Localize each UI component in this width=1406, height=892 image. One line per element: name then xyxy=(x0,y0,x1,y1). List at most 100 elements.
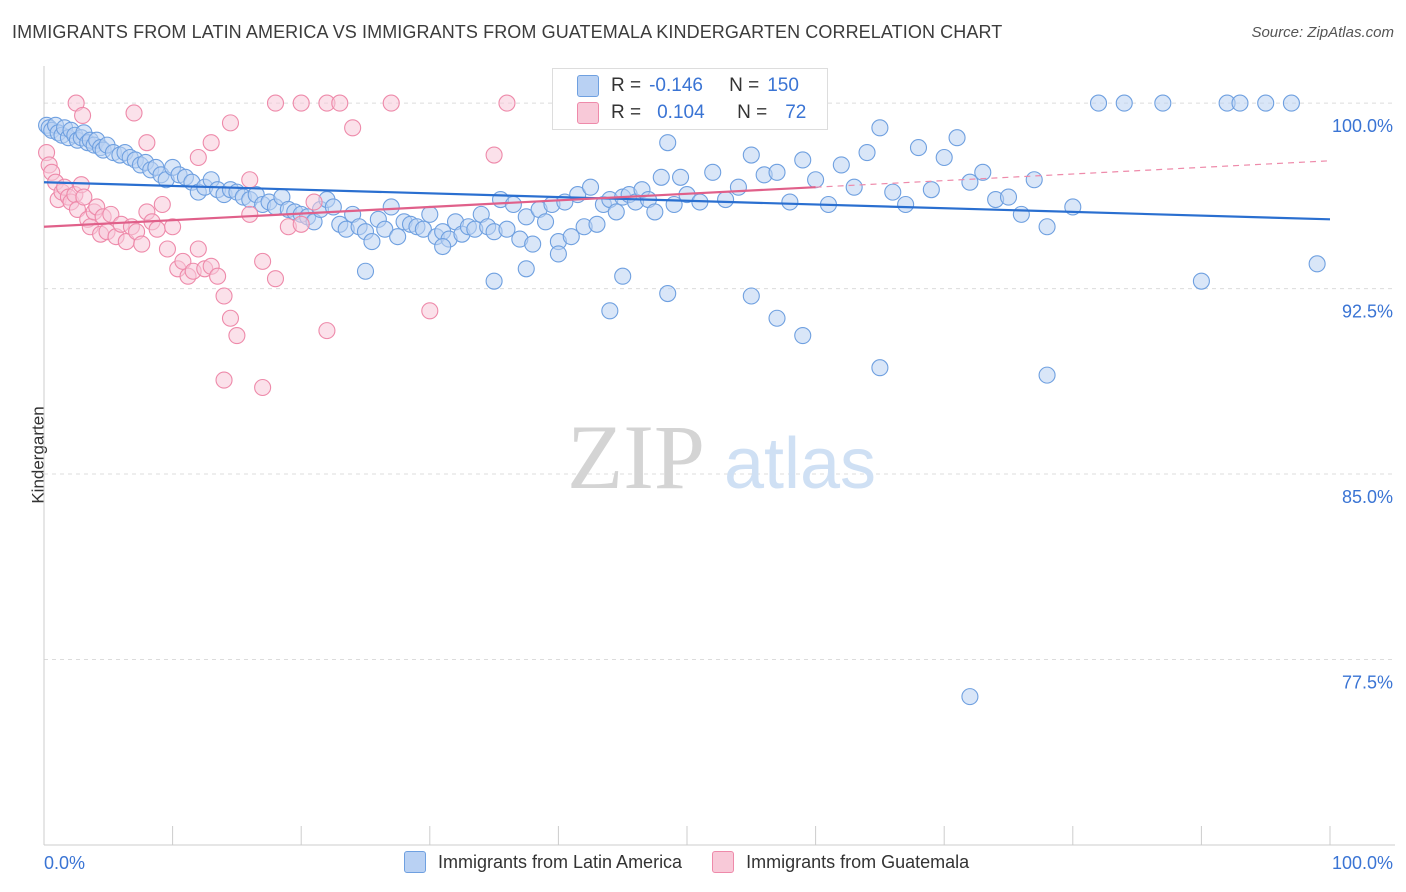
point-guatemala xyxy=(266,94,285,112)
point-latin-america xyxy=(781,193,799,211)
point-latin-america xyxy=(1089,94,1108,112)
point-guatemala xyxy=(221,309,240,327)
point-latin-america xyxy=(485,272,503,290)
x-tick-label: 0.0% xyxy=(44,853,85,873)
point-latin-america xyxy=(421,205,439,223)
point-latin-america xyxy=(807,171,825,189)
stats-row-guatemala: R = 0.104 N = 72 xyxy=(577,100,806,126)
legend-swatch-blue xyxy=(404,851,426,873)
point-guatemala xyxy=(221,114,240,132)
point-latin-america xyxy=(1231,94,1249,112)
point-latin-america xyxy=(729,178,747,196)
point-guatemala xyxy=(485,146,503,164)
point-guatemala xyxy=(266,270,285,288)
point-guatemala xyxy=(382,94,400,112)
source-credit: Source: ZipAtlas.com xyxy=(1251,24,1394,41)
point-guatemala xyxy=(189,148,207,167)
stats-box: R = -0.146 N = 150 R = 0.104 N = 72 xyxy=(552,68,828,130)
point-guatemala xyxy=(215,371,233,389)
point-latin-america xyxy=(742,146,760,164)
point-latin-america xyxy=(363,233,381,251)
point-guatemala xyxy=(189,240,207,258)
n-value: 150 xyxy=(767,75,799,96)
r-value: -0.146 xyxy=(649,75,703,96)
stats-swatch-blue xyxy=(577,75,599,97)
point-guatemala xyxy=(254,378,272,397)
point-guatemala xyxy=(421,302,439,320)
point-latin-america xyxy=(704,163,722,181)
point-latin-america xyxy=(1012,205,1030,223)
point-latin-america xyxy=(659,284,677,303)
point-guatemala xyxy=(75,188,93,206)
legend-item-guatemala[interactable]: Immigrants from Guatemala xyxy=(712,851,969,873)
point-latin-america xyxy=(389,228,407,246)
point-latin-america xyxy=(1192,272,1210,290)
point-guatemala xyxy=(241,205,259,223)
point-latin-america xyxy=(871,119,889,137)
point-guatemala xyxy=(158,240,177,258)
point-latin-america xyxy=(794,151,812,169)
point-guatemala xyxy=(74,106,92,125)
point-latin-america xyxy=(524,235,542,253)
point-latin-america xyxy=(897,195,915,214)
legend-swatch-pink xyxy=(712,851,735,873)
legend-item-latin-america[interactable]: Immigrants from Latin America xyxy=(404,851,682,873)
y-tick-label: 85.0% xyxy=(1342,487,1393,507)
point-latin-america xyxy=(1257,94,1275,112)
point-guatemala xyxy=(292,215,310,233)
point-guatemala xyxy=(153,195,171,214)
point-guatemala xyxy=(254,252,272,270)
point-latin-america xyxy=(742,287,760,305)
point-guatemala xyxy=(209,267,227,285)
chart-title: IMMIGRANTS FROM LATIN AMERICA VS IMMIGRA… xyxy=(12,22,1003,42)
point-latin-america xyxy=(1038,366,1056,384)
point-latin-america xyxy=(794,327,812,345)
point-latin-america xyxy=(646,203,664,221)
point-latin-america xyxy=(517,260,535,278)
point-latin-america xyxy=(999,188,1018,206)
point-latin-america xyxy=(922,181,940,199)
point-latin-america xyxy=(434,237,452,256)
trend-lines xyxy=(43,160,1331,228)
point-guatemala xyxy=(241,171,259,189)
point-guatemala xyxy=(228,327,246,345)
point-latin-america xyxy=(909,139,928,157)
n-label: N = xyxy=(729,75,760,96)
point-latin-america xyxy=(884,183,902,201)
trend-line-guatemala-extension xyxy=(815,160,1331,188)
point-latin-america xyxy=(935,148,953,167)
point-latin-america xyxy=(1115,94,1133,112)
point-guatemala xyxy=(202,134,220,152)
point-latin-america xyxy=(659,134,677,152)
point-latin-america xyxy=(1154,94,1172,112)
point-guatemala xyxy=(292,94,310,112)
point-latin-america xyxy=(607,203,625,221)
point-latin-america xyxy=(356,262,375,280)
point-latin-america xyxy=(845,178,863,196)
y-tick-label: 92.5% xyxy=(1342,302,1393,322)
point-latin-america xyxy=(414,220,432,238)
point-latin-america xyxy=(1282,94,1300,112)
point-latin-america xyxy=(768,163,786,181)
point-guatemala xyxy=(174,252,192,270)
point-latin-america xyxy=(717,190,735,209)
watermark-atlas: atlas xyxy=(724,424,876,504)
watermark-zip: ZIP xyxy=(567,406,705,508)
legend: Immigrants from Latin America Immigrants… xyxy=(404,851,999,873)
point-latin-america xyxy=(1038,218,1056,236)
point-latin-america xyxy=(517,208,535,226)
n-value: 72 xyxy=(785,102,807,123)
point-latin-america xyxy=(672,168,690,186)
point-latin-america xyxy=(768,309,786,327)
point-guatemala xyxy=(498,94,516,112)
point-guatemala xyxy=(344,119,362,137)
y-tick-label: 100.0% xyxy=(1332,116,1393,136)
point-latin-america xyxy=(549,245,567,263)
point-latin-america xyxy=(581,178,600,196)
point-latin-america xyxy=(498,220,516,238)
trend-line-guatemala xyxy=(43,186,816,228)
point-latin-america xyxy=(961,173,979,191)
point-latin-america xyxy=(504,195,522,214)
point-guatemala xyxy=(148,220,166,238)
